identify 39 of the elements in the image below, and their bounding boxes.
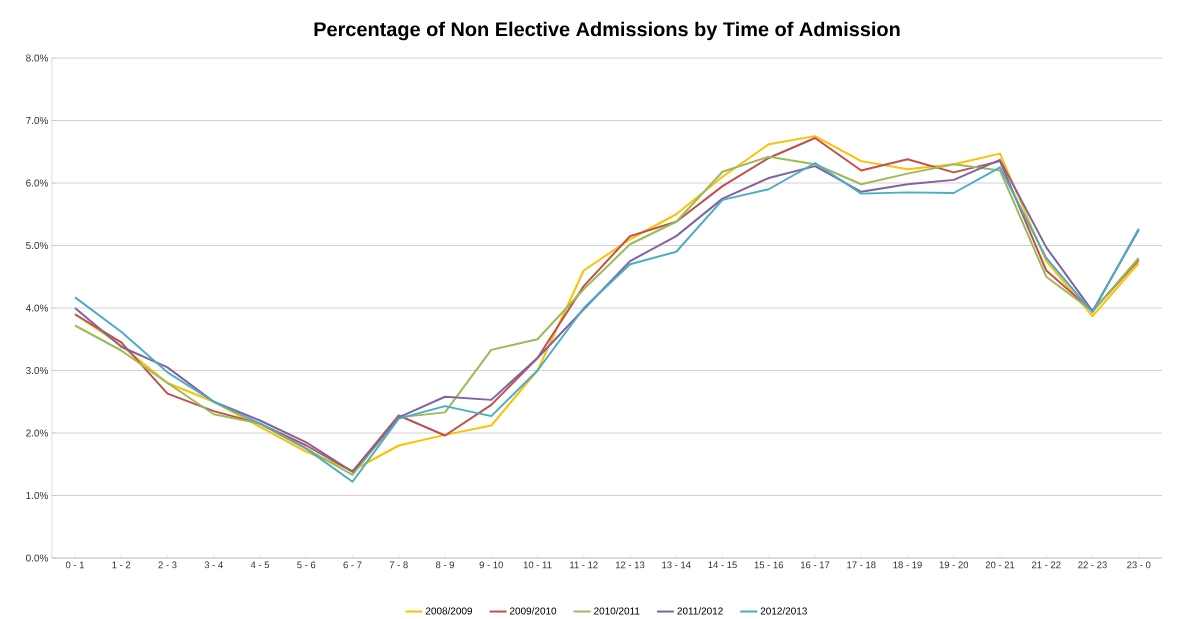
y-tick-label: 8.0%: [26, 54, 49, 62]
x-tick-label: 15 - 16: [754, 561, 784, 569]
x-tick-label: 17 - 18: [847, 561, 876, 569]
y-tick-label: 3.0%: [26, 366, 49, 375]
y-tick-label: 5.0%: [26, 241, 49, 250]
x-tick-label: 16 - 17: [800, 561, 830, 569]
y-tick-label: 2.0%: [26, 429, 49, 437]
x-tick-label: 10 - 11: [523, 561, 552, 569]
x-tick-label: 0 - 1: [65, 561, 84, 569]
x-tick-label: 11 - 12: [570, 561, 598, 569]
x-tick-label: 3 - 4: [204, 561, 223, 569]
x-tick-label: 1 - 2: [112, 561, 131, 569]
legend-label: 2010/2011: [594, 607, 640, 615]
x-tick-label: 14 - 15: [708, 561, 737, 569]
x-tick-label: 2 - 3: [158, 561, 177, 569]
x-tick-label: 18 - 19: [893, 561, 922, 569]
legend-label: 2008/2009: [425, 607, 473, 615]
x-tick-label: 4 - 5: [250, 561, 270, 569]
x-tick-label: 19 - 20: [939, 561, 969, 569]
x-tick-label: 23 - 0: [1127, 561, 1151, 569]
y-tick-label: 1.0%: [26, 491, 49, 500]
x-tick-label: 7 - 8: [389, 561, 408, 569]
y-tick-label: 7.0%: [26, 116, 49, 125]
x-tick-label: 21 - 22: [1032, 561, 1061, 569]
x-tick-label: 13 - 14: [662, 561, 691, 569]
y-tick-label: 0.0%: [26, 554, 49, 562]
x-tick-label: 12 - 13: [615, 561, 645, 569]
y-tick-label: 6.0%: [26, 179, 49, 187]
y-tick-label: 4.0%: [25, 304, 49, 312]
x-tick-label: 8 - 9: [435, 561, 455, 569]
x-tick-label: 6 - 7: [343, 561, 362, 569]
x-tick-label: 20 - 21: [985, 561, 1015, 569]
chart-title: Percentage of Non Elective Admissions by Time of Admission: [314, 21, 900, 41]
x-tick-label: 22 - 23: [1078, 561, 1107, 569]
legend-label: 2012/2013: [760, 607, 807, 615]
x-tick-label: 9 - 10: [479, 561, 503, 569]
legend-label: 2011/2012: [677, 607, 723, 615]
legend-label: 2009/2010: [509, 607, 557, 615]
x-tick-label: 5 - 6: [297, 561, 316, 569]
